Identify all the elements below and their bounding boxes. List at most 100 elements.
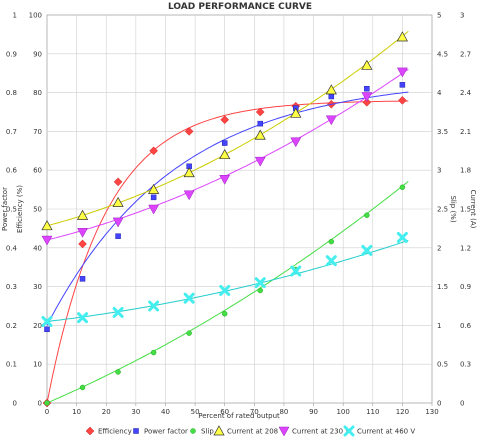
left-tick-label: 90 [33,50,42,58]
x-tick-label: 90 [309,408,318,416]
left-tick-label: 70 [33,128,42,136]
data-point [399,82,406,88]
legend-item: Power factor [133,428,188,436]
x-tick-label: 20 [102,408,111,416]
data-point [148,300,160,312]
data-point [112,217,124,228]
data-point [398,96,407,105]
data-point [77,312,89,324]
left-tick-label: 80 [33,89,42,97]
left-tick-label: 40 [33,244,42,252]
left-tick-label: 30 [33,283,42,291]
xmark-stroke [325,255,337,267]
data-point [361,92,373,102]
x-tick-label: 40 [161,408,170,416]
xmark-stroke [254,277,266,289]
series-line [46,239,409,322]
left-tick-label: 1 [13,12,17,20]
right-tick-label: 4.5 [437,50,448,58]
xmark-stroke [183,292,195,304]
left-axis-label: Efficiency (%) [16,185,24,233]
left-axis-label: Power factor [1,187,9,231]
legend-label: Current at 230 V [292,428,350,436]
right-tick-label: 0.6 [460,322,472,330]
right-tick-label: 2.5 [437,206,448,214]
data-point [79,276,86,282]
data-point [396,231,408,243]
data-point [220,115,230,125]
data-point [325,115,337,126]
left-tick-label: 0.3 [6,283,17,291]
series-line [46,100,409,404]
data-point [221,140,228,146]
x-tick-label: 130 [425,408,438,416]
series-current-at-208-v [41,31,409,231]
data-point [219,284,231,296]
series-layer [41,31,409,408]
data-point [148,204,160,215]
data-point [148,183,160,194]
left-tick-label: 100 [29,12,42,20]
x-tick-label: 10 [72,408,81,416]
data-point [112,306,124,318]
data-point [150,349,157,356]
legend-item: Current at 230 V [278,426,350,437]
data-point [115,369,121,375]
x-axis-label: Percent of rated output [198,412,280,420]
data-point [328,238,335,245]
left-tick-label: 0.6 [6,167,18,175]
right-tick-label: 0.5 [437,361,448,369]
left-tick-label: 0.2 [6,322,17,330]
right-tick-label: 1 [437,322,441,330]
data-point [44,326,50,333]
data-point [41,316,53,328]
right-tick-label: 0.3 [460,361,471,369]
legend-label: Current at 460 V [357,428,415,436]
data-point [290,107,302,118]
data-point [77,228,88,238]
legend-marker [133,428,139,434]
data-point [76,209,89,220]
series-line [46,31,409,227]
xmark-stroke [361,244,373,256]
data-point [399,184,406,191]
data-point [257,120,263,127]
data-point [396,31,408,42]
legend-label: Slip [201,428,214,436]
x-tick-label: 60 [220,408,229,416]
right-tick-label: 2 [437,244,441,252]
data-point [113,177,123,187]
series-current-at-460-v [41,231,409,328]
data-point [254,277,266,289]
xmark-stroke [148,300,160,312]
xmark-stroke [41,316,53,328]
data-point [149,146,158,156]
x-tick-label: 110 [366,408,379,416]
left-tick-label: 0.8 [6,89,17,97]
x-tick-label: 80 [279,408,288,416]
left-tick-label: 0 [13,400,17,408]
data-point [221,311,228,317]
left-tick-label: 20 [33,322,42,330]
data-point [361,244,373,256]
series-efficiency [42,96,409,408]
data-point [184,127,194,136]
xmark-stroke [290,265,302,277]
x-tick-label: 70 [250,408,259,416]
data-point [115,233,121,239]
left-tick-label: 0.5 [6,206,17,214]
left-tick-label: 0.7 [6,128,17,136]
right-tick-label: 2.4 [460,89,472,97]
data-point [362,97,372,107]
data-point [364,212,370,218]
left-tick-label: 10 [33,361,42,369]
xmark-stroke [219,284,231,296]
left-tick-label: 0 [38,400,42,408]
right-tick-label: 3 [460,12,464,20]
series-power-factor [44,82,409,333]
data-point [255,107,265,117]
right-tick-label: 0 [460,400,464,408]
legend-label: Efficiency [98,428,132,436]
data-point [254,129,266,140]
data-point [186,330,192,336]
